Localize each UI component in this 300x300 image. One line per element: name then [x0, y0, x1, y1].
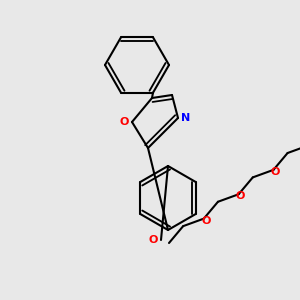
Text: O: O	[148, 235, 158, 245]
Text: N: N	[182, 113, 190, 123]
Text: O: O	[236, 191, 245, 201]
Text: O: O	[271, 167, 280, 177]
Text: O: O	[201, 216, 211, 226]
Text: O: O	[119, 117, 129, 127]
